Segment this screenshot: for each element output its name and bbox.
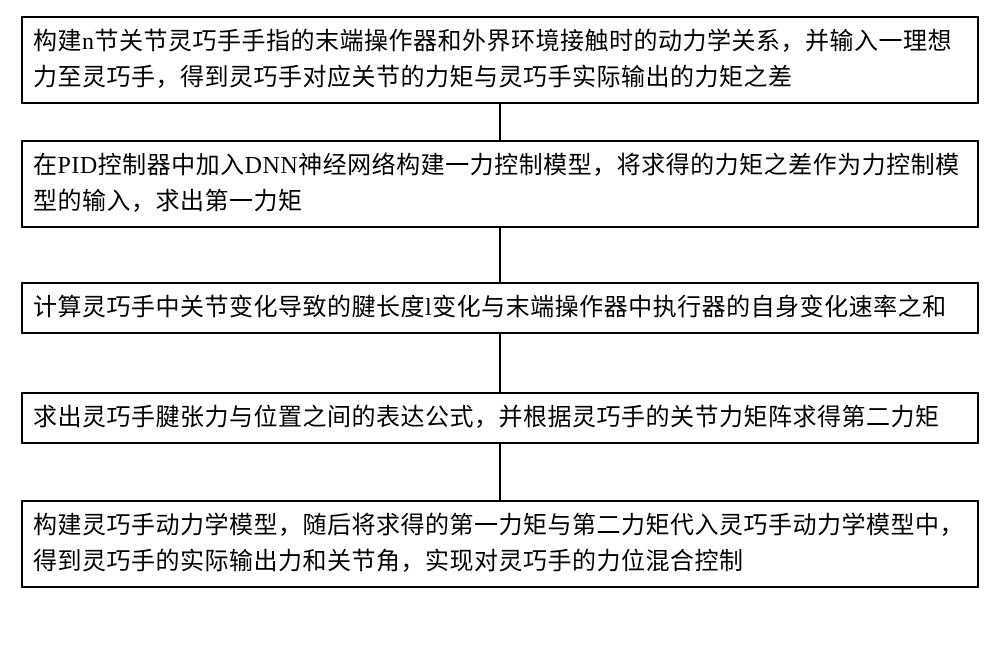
flowchart-container: 构建n节关节灵巧手手指的末端操作器和外界环境接触时的动力学关系，并输入一理想力至… bbox=[0, 0, 1000, 604]
flow-connector-4-5 bbox=[499, 444, 501, 500]
flow-step-4-text: 求出灵巧手腱张力与位置之间的表达公式，并根据灵巧手的关节力矩阵求得第二力矩 bbox=[33, 405, 940, 431]
flow-step-5-text: 构建灵巧手动力学模型，随后将求得的第一力矩与第二力矩代入灵巧手动力学模型中，得到… bbox=[33, 513, 964, 575]
flow-step-3: 计算灵巧手中关节变化导致的腱长度l变化与末端操作器中执行器的自身变化速率之和 bbox=[21, 282, 979, 334]
flow-step-5: 构建灵巧手动力学模型，随后将求得的第一力矩与第二力矩代入灵巧手动力学模型中，得到… bbox=[21, 500, 979, 588]
flow-step-2-text: 在PID控制器中加入DNN神经网络构建一力控制模型，将求得的力矩之差作为力控制模… bbox=[33, 153, 960, 215]
flow-step-3-text: 计算灵巧手中关节变化导致的腱长度l变化与末端操作器中执行器的自身变化速率之和 bbox=[33, 295, 947, 321]
flow-step-4: 求出灵巧手腱张力与位置之间的表达公式，并根据灵巧手的关节力矩阵求得第二力矩 bbox=[21, 392, 979, 444]
flow-step-1: 构建n节关节灵巧手手指的末端操作器和外界环境接触时的动力学关系，并输入一理想力至… bbox=[21, 16, 979, 104]
flow-connector-1-2 bbox=[499, 104, 501, 140]
flow-step-2: 在PID控制器中加入DNN神经网络构建一力控制模型，将求得的力矩之差作为力控制模… bbox=[21, 140, 979, 228]
flow-connector-3-4 bbox=[499, 334, 501, 392]
flow-step-1-text: 构建n节关节灵巧手手指的末端操作器和外界环境接触时的动力学关系，并输入一理想力至… bbox=[33, 29, 952, 91]
flow-connector-2-3 bbox=[499, 228, 501, 282]
